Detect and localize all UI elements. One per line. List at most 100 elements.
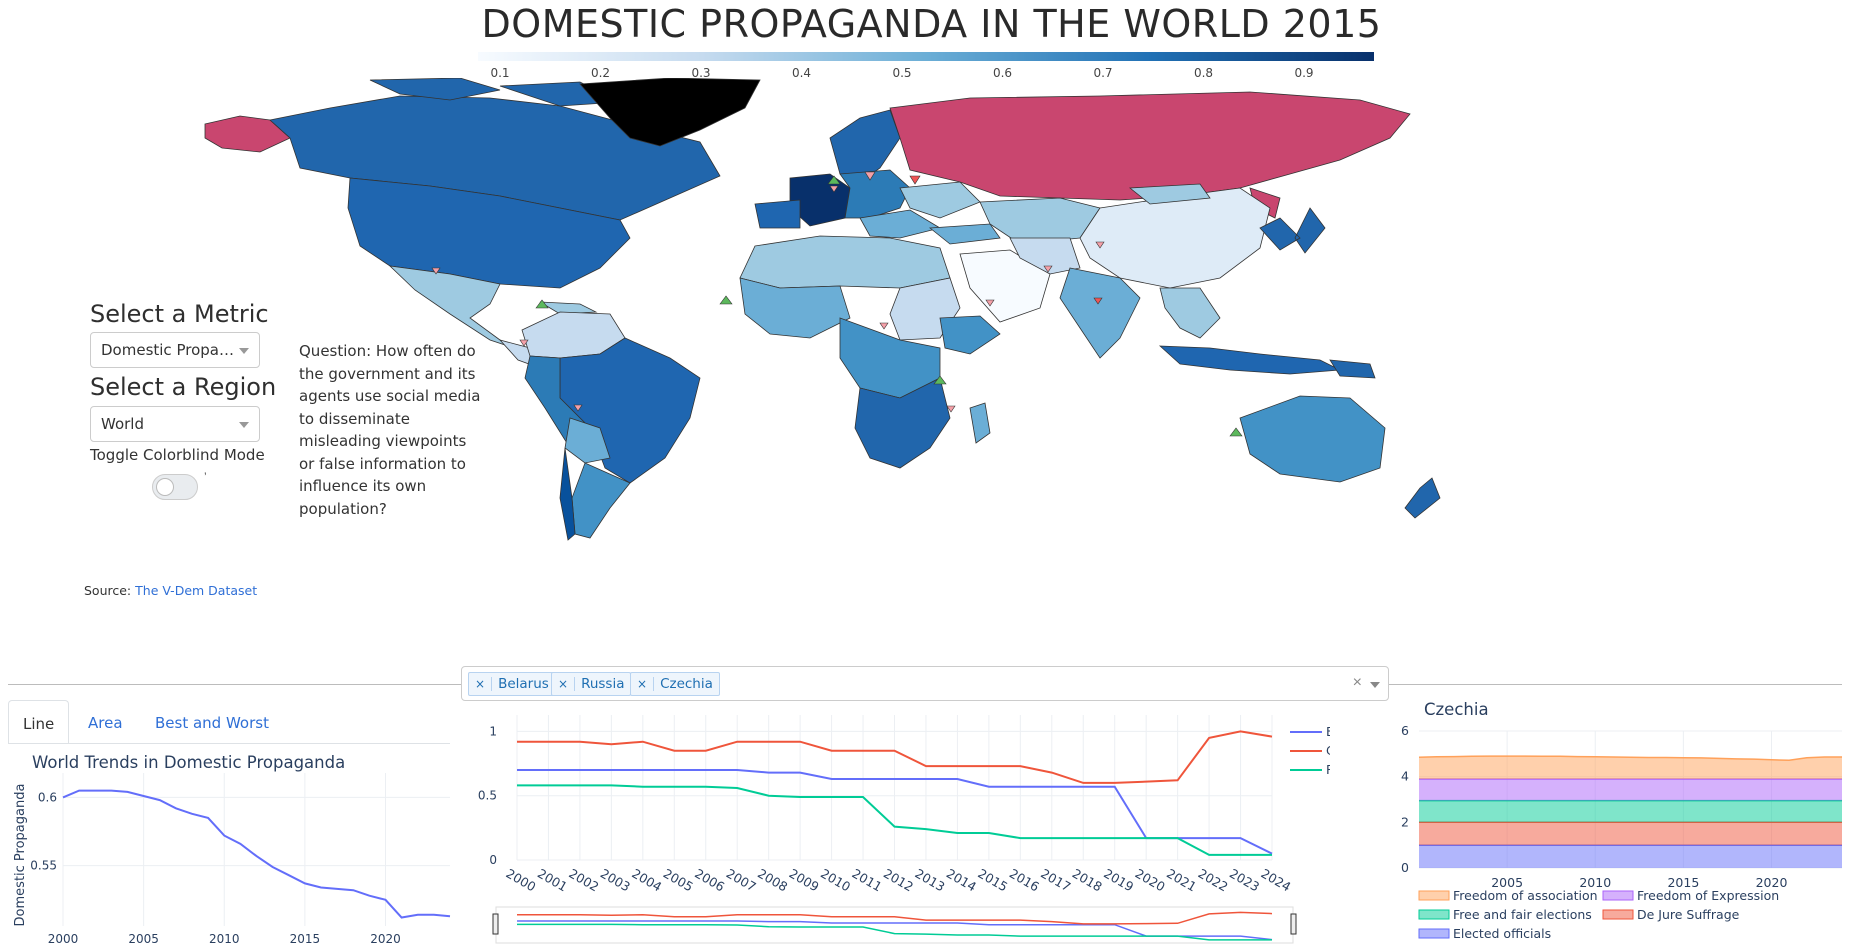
y-tick-label: 1 [489, 724, 497, 738]
map-region-north-africa [739, 235, 951, 289]
range-slider-line [517, 911, 1273, 925]
x-tick-label: 2015 [290, 932, 321, 945]
x-tick-label: 2005 [128, 932, 159, 945]
x-tick-label: 2010 [1579, 875, 1611, 890]
map-region-russia [889, 91, 1411, 201]
x-tick-label: 2000 [48, 932, 79, 945]
x-tick-label: 2008 [755, 866, 790, 895]
x-tick-label: 2005 [661, 866, 696, 895]
chevron-down-icon [239, 422, 249, 428]
map-region-bolivia-paraguay [564, 417, 611, 464]
map-region-chile [559, 447, 576, 541]
map-region-west-africa [739, 277, 851, 339]
map-marker-down [1093, 297, 1103, 305]
map-region-usa [347, 177, 631, 289]
chevron-down-icon[interactable] [1370, 682, 1380, 688]
region-select[interactable]: World [90, 406, 260, 442]
x-tick-label: 2010 [209, 932, 240, 945]
colorbar-tick: 0.6 [992, 66, 1013, 80]
world-trend-chart[interactable]: World Trends in Domestic Propaganda Domes… [8, 745, 453, 945]
map-region-greenland [579, 78, 761, 147]
x-tick-label: 2023 [1227, 866, 1262, 895]
tab-best-and-worst[interactable]: Best and Worst [155, 714, 269, 732]
legend-label: Russia [1326, 762, 1330, 777]
map-region-india [1059, 267, 1141, 359]
world-choropleth-map[interactable] [200, 78, 1650, 648]
legend-label: Free and fair elections [1453, 907, 1592, 922]
map-marker-down [985, 299, 995, 307]
map-region-korea-japan [1259, 207, 1326, 254]
colorbar-tick-labels: 0.1 0.2 0.3 0.4 0.5 0.6 0.7 0.8 0.9 [478, 66, 1374, 82]
y-tick-label: 4 [1401, 769, 1409, 784]
map-marker-up [719, 295, 733, 305]
map-marker-down [519, 339, 529, 347]
metric-question: Question: How often do the government an… [299, 342, 481, 518]
x-tick-label: 2015 [975, 866, 1010, 895]
x-tick-label: 2012 [881, 866, 916, 895]
remove-chip-icon[interactable]: × [631, 677, 655, 691]
country-multiselect[interactable]: × Belarus × Russia × Czechia × [461, 666, 1389, 701]
range-handle-left [492, 913, 499, 935]
x-tick-label: 2014 [944, 866, 979, 895]
map-marker-down [573, 404, 583, 412]
chart-title: World Trends in Domestic Propaganda [32, 753, 345, 772]
source-line: Source: The V-Dem Dataset [84, 583, 257, 598]
colorbar-tick: 0.1 [490, 66, 510, 80]
legend-label: Belarus [1326, 724, 1330, 739]
map-region-caribbean [539, 301, 598, 315]
colorblind-label: Toggle Colorblind Mode [90, 446, 265, 464]
x-tick-label: 2019 [1101, 866, 1136, 895]
legend-label: Elected officials [1453, 926, 1551, 941]
y-tick-label: 0.6 [38, 790, 57, 804]
map-region-southern-africa [854, 377, 951, 469]
source-link[interactable]: The V-Dem Dataset [135, 583, 258, 598]
map-region-iberia [754, 199, 801, 229]
y-tick-label: 6 [1401, 723, 1409, 738]
legend-label: Freedom of Expression [1637, 888, 1779, 903]
map-marker-down [829, 185, 839, 193]
x-tick-label: 2005 [1491, 875, 1523, 890]
legend-swatch [1602, 909, 1634, 920]
map-marker-down [946, 405, 956, 413]
map-marker-down [431, 267, 441, 275]
country-comparison-chart[interactable]: 2000200120022003200420052006200720082009… [460, 705, 1330, 949]
region-heading: Select a Region [90, 373, 277, 401]
country-chip[interactable]: × Russia [551, 672, 632, 696]
x-tick-label: 2020 [370, 932, 401, 945]
map-colorbar [478, 52, 1374, 61]
series-line [62, 789, 451, 919]
area-band [1419, 756, 1842, 779]
tab-area[interactable]: Area [88, 714, 123, 732]
toggle-knob [156, 478, 174, 496]
legend-swatch [1418, 890, 1450, 901]
x-tick-label: 2017 [1038, 866, 1073, 895]
chart-title: Czechia [1424, 700, 1489, 719]
tabs-underline [8, 743, 450, 744]
area-band [1419, 845, 1842, 868]
colorblind-toggle[interactable] [152, 474, 198, 500]
legend-swatch [1418, 909, 1450, 920]
x-tick-label: 2010 [818, 866, 853, 895]
colorbar-tick: 0.8 [1193, 66, 1214, 80]
metric-select-value: Domestic Propaganda [101, 341, 237, 359]
map-region-iran [1009, 237, 1081, 275]
colorbar-tick: 0.3 [691, 66, 711, 80]
y-tick-label: 0.55 [30, 859, 57, 873]
region-select-value: World [101, 415, 144, 433]
remove-chip-icon[interactable]: × [552, 677, 576, 691]
remove-chip-icon[interactable]: × [469, 677, 493, 691]
map-marker-up [827, 175, 841, 185]
czechia-area-chart[interactable]: Czechia 2005 2010 2015 2020 0 2 4 6 Freedom of as… [1395, 695, 1855, 949]
map-region-brazil [559, 337, 701, 484]
country-chip[interactable]: × Belarus [468, 672, 556, 696]
tab-line[interactable]: Line [8, 700, 70, 744]
clear-icon[interactable]: × [1352, 674, 1362, 691]
country-chip[interactable]: × Czechia [630, 672, 720, 696]
metric-select[interactable]: Domestic Propaganda [90, 332, 260, 368]
x-tick-label: 2004 [629, 866, 664, 895]
colorbar-tick: 0.9 [1294, 66, 1314, 80]
map-region-ukraine [899, 181, 981, 219]
x-tick-label: 2011 [850, 866, 885, 895]
colorbar-tick: 0.2 [590, 66, 611, 80]
map-region-balkans [859, 209, 942, 239]
